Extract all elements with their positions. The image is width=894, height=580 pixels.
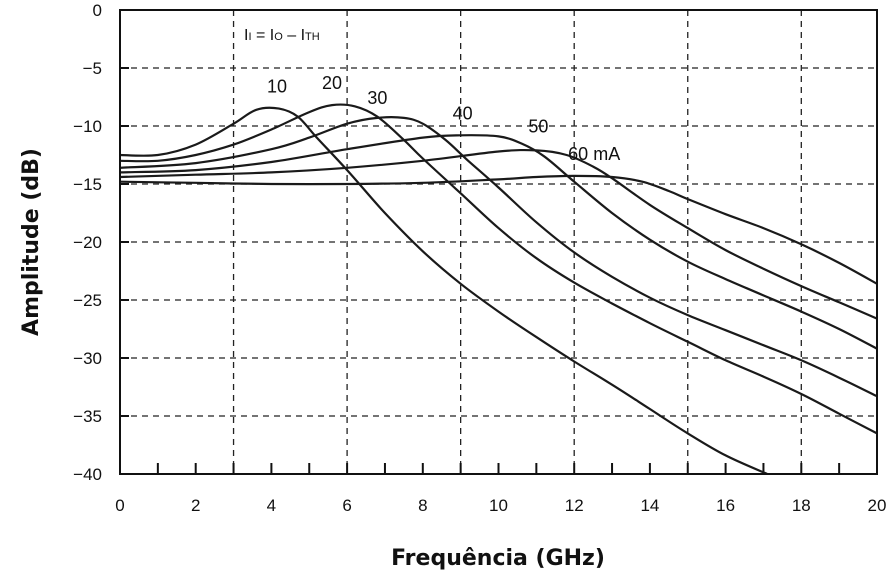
x-tick-label: 20 — [868, 496, 887, 515]
series-line — [119, 116, 878, 398]
x-tick-label: 0 — [115, 496, 124, 515]
y-tick-label: −30 — [73, 349, 102, 368]
series-line — [119, 103, 878, 435]
series-line — [119, 174, 878, 285]
curve-label: 10 — [267, 77, 287, 97]
curve-label: 60 mA — [568, 144, 620, 164]
x-tick-label: 16 — [716, 496, 735, 515]
y-axis-title: Amplitude (dB) — [19, 148, 44, 336]
y-tick-label: −10 — [73, 117, 102, 136]
x-tick-label: 18 — [792, 496, 811, 515]
curve-label: 20 — [322, 73, 342, 93]
y-tick-label: −40 — [73, 465, 102, 484]
y-tick-label: −5 — [83, 59, 102, 78]
axis-ticks — [120, 9, 841, 475]
y-tick-label: −20 — [73, 233, 102, 252]
series-line — [119, 134, 878, 350]
y-tick-label: −35 — [73, 407, 102, 426]
formula-annotation: II = IO – ITH — [244, 27, 320, 44]
y-tick-label: 0 — [93, 1, 102, 20]
y-tick-label: −15 — [73, 175, 102, 194]
x-tick-label: 10 — [489, 496, 508, 515]
x-tick-label: 14 — [640, 496, 659, 515]
y-tick-label: −25 — [73, 291, 102, 310]
x-tick-label: 12 — [565, 496, 584, 515]
tick-labels: 0 2 4 6 8 10 12 14 16 18 20 0 −5 −10 −15 −20 −25 −30 −35 −4… — [73, 1, 886, 515]
x-tick-label: 4 — [267, 496, 276, 515]
curve-label: 50 — [528, 116, 548, 136]
series-line — [119, 106, 768, 476]
curve-label: 30 — [367, 88, 387, 108]
curve-label: 40 — [453, 103, 473, 123]
series-line — [119, 148, 878, 320]
x-tick-label: 2 — [191, 496, 200, 515]
plot-frame — [119, 9, 878, 475]
series-lines — [119, 103, 878, 476]
x-tick-label: 8 — [418, 496, 427, 515]
x-axis-title: Frequência (GHz) — [391, 546, 605, 571]
curve-labels: 10 20 30 40 50 60 mA — [267, 73, 620, 164]
x-tick-label: 6 — [342, 496, 351, 515]
grid — [120, 10, 877, 474]
